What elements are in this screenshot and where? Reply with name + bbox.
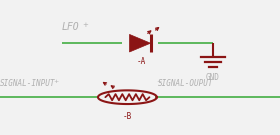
Text: -B: -B [123, 112, 132, 121]
Text: +: + [53, 79, 59, 84]
Text: +: + [83, 22, 88, 28]
Text: SIGNAL-OUPUT: SIGNAL-OUPUT [158, 79, 214, 88]
Text: LFO: LFO [62, 22, 79, 32]
Text: SIGNAL-INPUT: SIGNAL-INPUT [0, 79, 55, 88]
Text: +: + [157, 79, 162, 84]
Text: -A: -A [137, 57, 146, 66]
Polygon shape [129, 34, 151, 52]
Text: GND: GND [206, 73, 220, 82]
